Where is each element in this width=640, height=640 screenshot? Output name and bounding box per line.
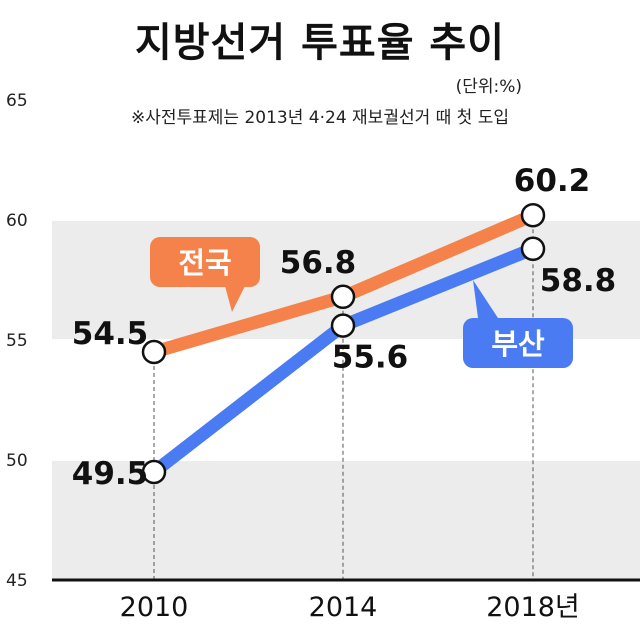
callout-tail (473, 280, 498, 318)
y-tick-label: 60 (6, 211, 28, 231)
legend-label: 부산 (491, 327, 545, 361)
footnote: ※사전투표제는 2013년 4·24 재보궐선거 때 첫 도입 (130, 108, 510, 128)
y-tick-label: 55 (6, 331, 28, 351)
data-label-busan: 49.5 (72, 456, 149, 492)
legend-label: 전국 (178, 246, 231, 280)
x-tick-label: 2010 (120, 592, 189, 623)
data-label-national: 56.8 (280, 245, 357, 281)
unit-label: (단위:%) (455, 77, 522, 97)
data-point-busan (520, 236, 546, 262)
x-tick-label: 2014 (309, 592, 378, 623)
data-point-national (141, 339, 167, 365)
data-point-busan (141, 459, 167, 485)
legend-callout-busan: 부산 (463, 280, 573, 368)
x-tick-label: 2018년 (486, 592, 580, 623)
data-label-busan: 55.6 (332, 340, 409, 376)
callout-box (463, 318, 573, 368)
data-point-national (520, 202, 546, 228)
chart-title: 지방선거 투표율 추이 (134, 20, 506, 66)
data-label-national: 54.5 (72, 316, 149, 352)
data-point-busan (330, 313, 356, 338)
data-point-national (330, 284, 356, 310)
y-tick-label: 45 (6, 571, 28, 591)
legend-callout-national: 전국 (150, 237, 260, 312)
callout-tail (225, 286, 245, 312)
callout-box (150, 237, 260, 287)
y-tick-label: 65 (6, 91, 28, 111)
data-label-national: 60.2 (514, 163, 591, 199)
y-tick-label: 50 (6, 451, 28, 471)
data-label-busan: 58.8 (540, 263, 617, 299)
